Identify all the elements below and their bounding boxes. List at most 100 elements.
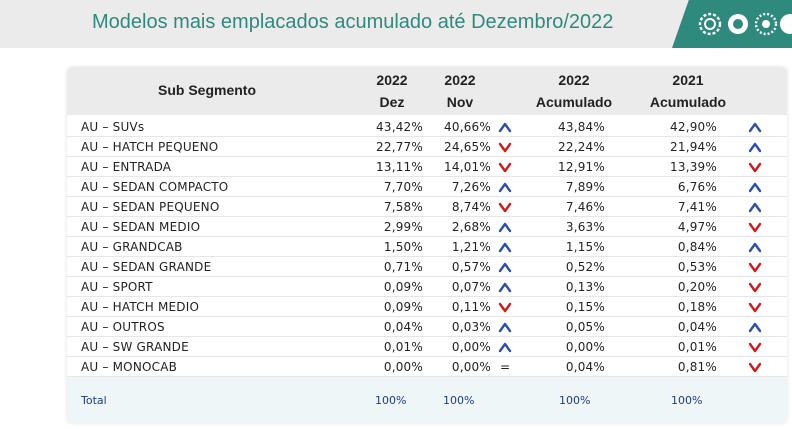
table-row: AU – ENTRADA 13,11% 14,01% 12,91% 13,39% [67, 157, 787, 177]
cell-nov: 7,26% [451, 180, 491, 194]
arrow-down-icon [498, 302, 512, 313]
cell-nov: 0,57% [451, 260, 491, 274]
cell-dez: 0,71% [383, 260, 423, 274]
cell-nov: 24,65% [444, 140, 491, 154]
table-row: AU – SEDAN COMPACTO 7,70% 7,26% 7,89% 6,76% [67, 177, 787, 197]
trend-monthly-equal-sign: = [500, 360, 511, 374]
arrow-up-icon [498, 222, 512, 233]
cell-acc21: 0,04% [677, 320, 717, 334]
total-acc21: 100% [671, 394, 703, 407]
cell-segment: AU – SPORT [81, 280, 153, 294]
cell-acc22: 7,89% [565, 180, 605, 194]
arrow-up-icon [748, 322, 762, 333]
cell-dez: 0,09% [383, 280, 423, 294]
cell-nov: 14,01% [444, 160, 491, 174]
arrow-up-icon [748, 202, 762, 213]
cell-acc22: 1,15% [565, 240, 605, 254]
table-header: Sub Segmento 2022 Dez 2022 Nov 2022 Acum… [67, 67, 787, 115]
cell-dez: 0,09% [383, 300, 423, 314]
cell-acc22: 7,46% [565, 200, 605, 214]
cell-acc21: 0,18% [677, 300, 717, 314]
cell-acc22: 0,05% [565, 320, 605, 334]
cell-acc22: 0,04% [565, 360, 605, 374]
table-row: AU – SPORT 0,09% 0,07% 0,13% 0,20% [67, 277, 787, 297]
arrow-down-icon [748, 222, 762, 233]
arrow-down-icon [748, 262, 762, 273]
cell-acc21: 0,84% [677, 240, 717, 254]
column-header-nov-label: Nov [446, 94, 474, 110]
cell-nov: 40,66% [444, 120, 491, 134]
total-nov: 100% [443, 394, 475, 407]
table-row: AU – MONOCAB 0,00% 0,00% 0,04% 0,81% = [67, 357, 787, 377]
arrow-up-icon [498, 182, 512, 193]
table-row: AU – SW GRANDE 0,01% 0,00% 0,00% 0,01% [67, 337, 787, 357]
cell-nov: 0,00% [451, 340, 491, 354]
cell-dez: 1,50% [383, 240, 423, 254]
cell-segment: AU – SEDAN GRANDE [81, 260, 212, 274]
arrow-up-icon [498, 122, 512, 133]
cell-nov: 2,68% [451, 220, 491, 234]
gear-logo-icon [698, 12, 722, 36]
column-header-acc22-year: 2022 [558, 72, 590, 88]
column-header-segment: Sub Segmento [157, 82, 256, 98]
cell-acc22: 0,15% [565, 300, 605, 314]
cell-acc21: 0,01% [677, 340, 717, 354]
cell-acc22: 0,00% [565, 340, 605, 354]
arrow-up-icon [748, 122, 762, 133]
arrow-up-icon [498, 262, 512, 273]
cell-dez: 7,58% [383, 200, 423, 214]
arrow-up-icon [498, 342, 512, 353]
table-row: AU – GRANDCAB 1,50% 1,21% 1,15% 0,84% [67, 237, 787, 257]
cell-acc21: 4,97% [677, 220, 717, 234]
cell-dez: 7,70% [383, 180, 423, 194]
page-title: Modelos mais emplacados acumulado até De… [92, 11, 614, 33]
column-header-nov-year: 2022 [444, 72, 476, 88]
table-row: AU – OUTROS 0,04% 0,03% 0,05% 0,04% [67, 317, 787, 337]
cell-acc22: 22,24% [558, 140, 605, 154]
cell-nov: 1,21% [451, 240, 491, 254]
cell-acc21: 13,39% [670, 160, 717, 174]
total-dez: 100% [375, 394, 407, 407]
cell-segment: AU – SEDAN PEQUENO [81, 200, 220, 214]
table-row: AU – SEDAN MEDIO 2,99% 2,68% 3,63% 4,97% [67, 217, 787, 237]
arrow-down-icon [498, 142, 512, 153]
cell-nov: 0,03% [451, 320, 491, 334]
arrow-down-icon [748, 342, 762, 353]
gear-logo-icon [754, 12, 778, 36]
table-row: AU – HATCH PEQUENO 22,77% 24,65% 22,24% 21,9… [67, 137, 787, 157]
column-header-acc21-year: 2021 [672, 72, 704, 88]
cell-dez: 2,99% [383, 220, 423, 234]
cell-acc21: 7,41% [677, 200, 717, 214]
arrow-up-icon [498, 242, 512, 253]
cell-segment: AU – SUVs [81, 120, 145, 134]
table-row: AU – HATCH MEDIO 0,09% 0,11% 0,15% 0,18% [67, 297, 787, 317]
cell-acc22: 3,63% [565, 220, 605, 234]
logo [672, 0, 792, 48]
arrow-down-icon [748, 362, 762, 373]
arrow-up-icon [498, 322, 512, 333]
header-title-bar [0, 0, 700, 48]
column-header-acc22-label: Acumulado [535, 94, 613, 110]
cell-nov: 8,74% [451, 200, 491, 214]
table-row: AU – SEDAN GRANDE 0,71% 0,57% 0,52% 0,53% [67, 257, 787, 277]
arrow-up-icon [748, 182, 762, 193]
cell-segment: AU – OUTROS [81, 320, 165, 334]
arrow-down-icon [748, 162, 762, 173]
cell-acc21: 6,76% [677, 180, 717, 194]
arrow-up-icon [498, 282, 512, 293]
cell-segment: AU – GRANDCAB [81, 240, 183, 254]
cell-acc22: 12,91% [558, 160, 605, 174]
arrow-up-icon [748, 242, 762, 253]
table-row: AU – SUVs 43,42% 40,66% 43,84% 42,90% [67, 117, 787, 137]
cell-nov: 0,00% [451, 360, 491, 374]
cell-segment: AU – SW GRANDE [81, 340, 189, 354]
column-header-acc21-label: Acumulado [649, 94, 727, 110]
total-row: Total 100% 100% 100% 100% [67, 377, 787, 423]
cell-acc21: 0,81% [677, 360, 717, 374]
cell-acc21: 0,53% [677, 260, 717, 274]
cell-dez: 0,01% [383, 340, 423, 354]
gear-logo-icon [780, 14, 792, 34]
cell-acc21: 0,20% [677, 280, 717, 294]
cell-acc21: 42,90% [670, 120, 717, 134]
cell-nov: 0,07% [451, 280, 491, 294]
